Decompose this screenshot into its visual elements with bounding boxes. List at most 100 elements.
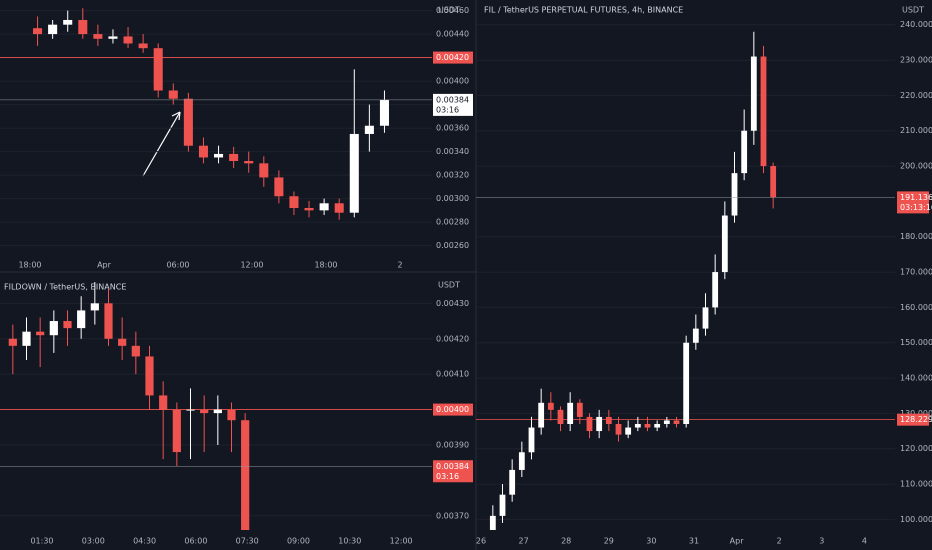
x-tick-label: 29 [604, 537, 614, 546]
candle-body [63, 321, 72, 329]
candle-body [274, 177, 284, 197]
x-tick-label: 07:30 [236, 537, 259, 546]
y-tick-label: 0.00300 [436, 194, 469, 203]
candle-body [702, 307, 709, 329]
chart-panel [476, 24, 895, 530]
candle-body [36, 331, 45, 336]
x-tick-label: 04:30 [133, 537, 156, 546]
level-label: 0.00400 [436, 405, 469, 414]
y-tick-label: 200.000 [900, 162, 932, 171]
candle-body [760, 56, 767, 167]
x-tick-label: 27 [519, 537, 529, 546]
y-tick-label: 120.000 [900, 444, 932, 453]
candle-body [576, 402, 583, 417]
last-price-label: 0.00384 [436, 462, 469, 471]
level-badge [433, 51, 473, 64]
countdown-label: 03:16 [436, 105, 459, 114]
candle-body [138, 43, 148, 49]
annotation-arrow-head [171, 111, 181, 121]
candle-body [77, 310, 86, 329]
candle-body [90, 303, 99, 311]
level-badge [433, 403, 473, 416]
x-tick-label: 31 [689, 537, 699, 546]
candle-body [499, 494, 506, 516]
x-tick-label: 06:00 [184, 537, 207, 546]
y-tick-label: 220.000 [900, 91, 932, 100]
candle-body [379, 99, 389, 126]
candle-body [48, 24, 58, 35]
candle-body [304, 207, 314, 211]
last-price-badge [433, 460, 473, 483]
candle-body [567, 402, 574, 424]
candle-body [78, 19, 88, 35]
y-tick-label: 0.00400 [436, 77, 469, 86]
axis-unit: USDT [438, 281, 460, 290]
x-tick-label: 18:00 [314, 261, 337, 270]
x-tick-label: 4 [862, 537, 867, 546]
y-tick-label: 230.000 [900, 56, 932, 65]
candle-body [741, 130, 748, 174]
candle-body [289, 196, 299, 208]
y-tick-label: 140.000 [900, 374, 932, 383]
countdown-label: 03:16 [436, 472, 459, 481]
x-tick-label: 2 [397, 261, 402, 270]
candle-body [118, 338, 127, 346]
x-tick-label: 2 [777, 537, 782, 546]
candle-body [319, 203, 329, 211]
y-tick-label: 100.000 [900, 515, 932, 524]
candle-body [159, 395, 168, 410]
level-label: 128.229 [900, 415, 932, 424]
candle-body [145, 356, 154, 396]
axis-unit: USDT [902, 6, 924, 15]
y-tick-label: 0.00320 [436, 171, 469, 180]
candle-body [104, 303, 113, 339]
candle-body [229, 153, 239, 161]
y-tick-label: 170.000 [900, 268, 932, 277]
x-tick-label: 03:00 [82, 537, 105, 546]
candle-body [528, 427, 535, 453]
candle-body [198, 145, 208, 158]
y-tick-label: 160.000 [900, 303, 932, 312]
annotation-arrow [142, 111, 181, 177]
candle-body [131, 345, 140, 357]
y-tick-label: 240.000 [900, 20, 932, 29]
y-tick-label: 0.00460 [436, 6, 469, 15]
y-tick-label: 180.000 [900, 232, 932, 241]
x-tick-label: 06:00 [166, 261, 189, 270]
candle-body [634, 424, 641, 428]
candle-body [214, 153, 224, 158]
last-price-badge [897, 191, 929, 214]
y-tick-label: 0.00430 [436, 299, 469, 308]
countdown-label: 03:13:16 [900, 203, 932, 212]
chart-panel [0, 8, 432, 247]
candle-body [241, 420, 250, 530]
x-tick-label: 28 [561, 537, 571, 546]
candle-body [200, 409, 209, 414]
y-tick-label: 150.000 [900, 338, 932, 347]
candle-body [349, 133, 359, 213]
x-tick-label: 12:00 [390, 537, 413, 546]
candle-body [334, 203, 344, 213]
candle-body [183, 98, 193, 146]
candle-body [364, 125, 374, 134]
candle-body [615, 424, 622, 435]
candle-body [625, 427, 632, 435]
level-badge [897, 413, 929, 426]
candle-body [750, 56, 757, 131]
y-tick-label: 0.00280 [436, 218, 469, 227]
x-tick-label: Apr [730, 537, 745, 546]
x-tick-label: 3 [819, 537, 824, 546]
candle-body [153, 48, 163, 91]
y-tick-label: 0.00410 [436, 370, 469, 379]
y-tick-label: 0.00340 [436, 147, 469, 156]
level-label: 0.00420 [436, 53, 469, 62]
candle-body [712, 272, 719, 308]
candle-body [770, 166, 777, 198]
candle-body [721, 215, 728, 273]
candle-body [654, 424, 661, 428]
candle-body [547, 402, 554, 410]
candle-body [683, 342, 690, 424]
x-tick-label: Apr [97, 261, 112, 270]
y-tick-label: 110.000 [900, 480, 932, 489]
